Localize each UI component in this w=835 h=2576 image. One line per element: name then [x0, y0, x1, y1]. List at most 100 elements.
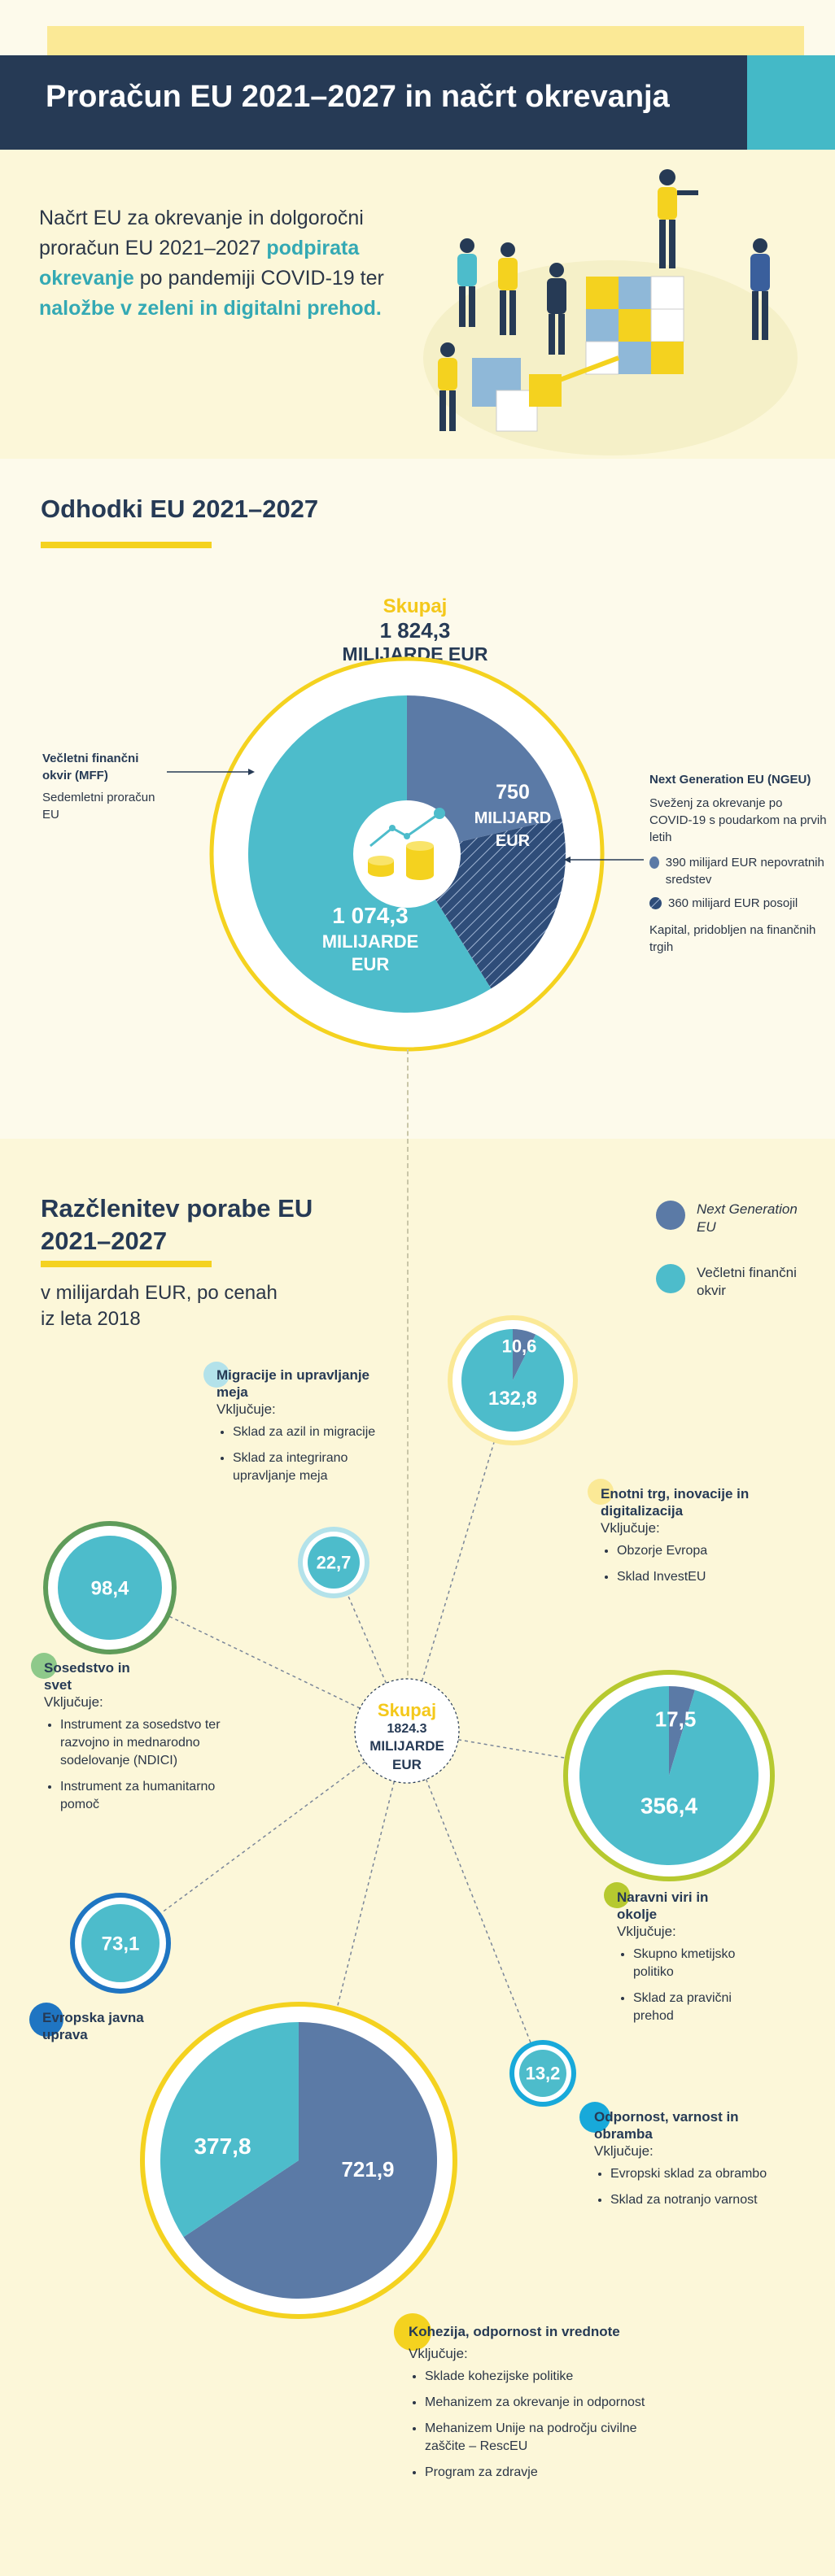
ngeu-title: Next Generation EU (NGEU) — [649, 773, 811, 787]
bubble-label-ngeu-kohezija: 721,9 — [341, 2157, 394, 2182]
cat-migracije-title: Migracije in upravljanje meja — [216, 1367, 370, 1400]
mff-pointer — [167, 769, 255, 775]
connector-odpornost — [406, 1730, 544, 2074]
connector-migracije — [333, 1562, 408, 1732]
legend-mff: Večletni finančni okvir — [656, 1264, 819, 1300]
cat-migracije: Migracije in upravljanje meja Vključuje:… — [216, 1366, 404, 1493]
cat-odpornost: Odpornost, varnost in obramba Vključuje:… — [594, 2108, 789, 2217]
legend-mff-label: Večletni finančni okvir — [697, 1265, 797, 1298]
ngeu-desc: Sveženj za okrevanje po COVID-19 s pouda… — [649, 796, 827, 844]
cat-naravni-bullet: Sklad za pravični prehod — [633, 1990, 772, 2025]
header-bar — [0, 55, 747, 150]
pie-odhodki: 750 MILIJARD EUR 1 074,3 MILIJARDE EUR — [209, 656, 605, 1052]
header-accent-teal — [747, 55, 835, 150]
bubble-slice-mff-enotni — [461, 1329, 565, 1432]
cat-kohezija-bullet: Mehanizem Unije na področju civilne zašč… — [425, 2420, 669, 2456]
ngeu-loans-row: 360 milijard EUR posojil — [649, 895, 828, 912]
ngeu-loans: 360 milijard EUR posojil — [668, 896, 798, 910]
cat-migracije-includes: Vključuje: — [216, 1401, 276, 1417]
cat-kohezija-title: Kohezija, odpornost in vrednote — [409, 2324, 620, 2339]
center-total-circle — [354, 1678, 460, 1784]
cat-kohezija-bullet: Sklade kohezijske politike — [425, 2368, 669, 2386]
cat-naravni-bullet: Skupno kmetijsko politiko — [633, 1946, 772, 1981]
center-total-unit1: MILIJARDE — [369, 1738, 444, 1754]
cat-odpornost-includes: Vključuje: — [594, 2143, 654, 2159]
cat-uprava-marker — [29, 2003, 63, 2041]
bubble-slice-ngeu-naravni — [669, 1686, 695, 1776]
coins-growth-icon — [368, 808, 445, 880]
cat-enotni-includes: Vključuje: — [601, 1520, 660, 1536]
legend-mff-swatch — [656, 1264, 685, 1293]
cat-kohezija-includes: Vključuje: — [409, 2346, 468, 2361]
cat-sosedstvo: Sosedstvo in svet Vključuje: Instrument … — [44, 1659, 239, 1822]
legend-ngeu: Next Generation EU — [656, 1201, 819, 1236]
total-value: 1 824,3 — [379, 618, 451, 643]
bubble-slice-mff-naravni — [579, 1686, 758, 1865]
page-title: Proračun EU 2021–2027 in načrt okrevanja — [46, 80, 670, 114]
cat-odpornost-bullet: Evropski sklad za obrambo — [610, 2165, 789, 2183]
mff-unit1: MILIJARDE — [322, 931, 419, 952]
connector-uprava — [120, 1730, 408, 1944]
ngeu-label: Next Generation EU (NGEU) Sveženj za okr… — [649, 771, 828, 956]
cat-enotni-bullet: Obzorje Evropa — [617, 1542, 804, 1560]
ngeu-pointer — [564, 856, 644, 863]
bubble-slice-mff-sosedstvo — [58, 1536, 162, 1640]
cat-sosedstvo-includes: Vključuje: — [44, 1694, 103, 1710]
bubble-slice-mff-kohezija — [160, 2022, 299, 2238]
bubble-label-mff-odpornost: 13,2 — [526, 2064, 561, 2084]
section1-title: Odhodki EU 2021–2027 — [41, 495, 319, 523]
intro-text-part1: Načrt EU za okrevanje in dolgoročni pror… — [39, 207, 364, 259]
intro-text: Načrt EU za okrevanje in dolgoročni pror… — [39, 203, 422, 324]
bubble-label-mff-naravni: 356,4 — [640, 1794, 697, 1819]
intro-text-part2: po pandemiji COVID-19 ter — [133, 267, 384, 290]
cat-naravni-title: Naravni viri in okolje — [617, 1890, 709, 1922]
header-accent-band — [47, 26, 804, 55]
intro-highlight-1: podpirata okrevanje — [39, 237, 360, 290]
mff-title: Večletni finančni okvir (MFF) — [42, 752, 139, 782]
mff-unit2: EUR — [352, 954, 390, 974]
cat-migracije-marker — [203, 1362, 230, 1392]
legend: Next Generation EU Večletni finančni okv… — [656, 1201, 819, 1300]
section2-subtitle: v milijardah EUR, po cenah iz leta 2018 — [41, 1282, 278, 1330]
bubble-slice-mff-uprava — [81, 1904, 160, 1982]
legend-ngeu-swatch — [656, 1201, 685, 1230]
ngeu-grants: 390 milijard EUR nepovratnih sredstev — [665, 856, 824, 887]
bubble-label-mff-enotni: 132,8 — [488, 1388, 537, 1410]
cat-sosedstvo-title: Sosedstvo in svet — [44, 1660, 130, 1693]
cat-naravni-marker — [604, 1882, 630, 1912]
center-total-unit2: EUR — [392, 1757, 422, 1772]
cat-enotni-marker — [588, 1479, 614, 1509]
ngeu-value: 750 — [496, 781, 530, 804]
cat-odpornost-bullet: Sklad za notranjo varnost — [610, 2191, 789, 2209]
bubble-label-ngeu-enotni: 10,6 — [502, 1336, 537, 1356]
cat-enotni: Enotni trg, inovacije in digitalizacija … — [601, 1485, 804, 1594]
mff-desc: Sedemletni proračun EU — [42, 791, 155, 822]
cat-enotni-title: Enotni trg, inovacije in digitalizacija — [601, 1486, 750, 1519]
section2-connector — [407, 1139, 409, 1692]
mff-value: 1 074,3 — [332, 903, 408, 928]
loans-hatch-icon — [649, 897, 662, 909]
center-total-value: 1824.3 — [387, 1722, 427, 1736]
connector-enotni — [406, 1380, 514, 1732]
cat-odpornost-title: Odpornost, varnost in obramba — [594, 2109, 739, 2142]
bubble-label-mff-migracije: 22,7 — [317, 1553, 352, 1573]
ngeu-unit2: EUR — [496, 832, 531, 850]
bubble-label-mff-uprava: 73,1 — [102, 1933, 140, 1955]
grants-dot-icon — [649, 856, 659, 869]
cat-kohezija-marker — [394, 2313, 431, 2355]
bubble-slice-ngeu-enotni — [513, 1329, 536, 1380]
cat-odpornost-marker — [579, 2102, 610, 2137]
cat-sosedstvo-bullet: Instrument za humanitarno pomoč — [60, 1778, 223, 1814]
cat-sosedstvo-bullet: Instrument za sosedstvo ter razvojno in … — [60, 1716, 223, 1770]
total-label: Skupaj — [383, 595, 448, 617]
cat-kohezija-bullet: Program za zdravje — [425, 2464, 669, 2482]
bubble-label-mff-kohezija: 377,8 — [194, 2134, 251, 2159]
cat-kohezija-bullet: Mehanizem za okrevanje in odpornost — [425, 2394, 669, 2412]
ngeu-unit1: MILIJARD — [474, 809, 551, 827]
pie-slice-ngeu-grants — [407, 695, 562, 854]
section2-title: Razčlenitev porabe EU 2021–2027 — [41, 1194, 313, 1255]
bubble-label-mff-sosedstvo: 98,4 — [91, 1577, 129, 1599]
section1-underline — [41, 542, 212, 548]
spending-breakdown-chart: 22,7 10,6 132,8 98,4 17,5 356,4 73,1 13,2 721,9 3… — [43, 1315, 775, 2319]
intro-highlight-2: naložbe v zeleni in digitalni prehod. — [39, 297, 382, 320]
